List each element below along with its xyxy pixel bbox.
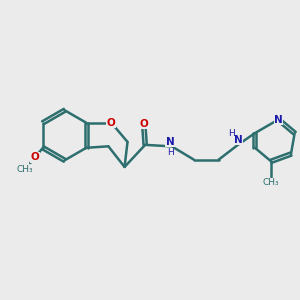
Text: CH₃: CH₃	[263, 178, 279, 187]
Text: N: N	[274, 115, 283, 124]
Text: H: H	[228, 129, 235, 138]
Text: H: H	[167, 148, 174, 157]
Text: O: O	[31, 152, 39, 162]
Text: N: N	[233, 134, 242, 145]
Text: N: N	[166, 137, 175, 147]
Text: CH₃: CH₃	[16, 165, 33, 174]
Text: O: O	[139, 118, 148, 129]
Text: O: O	[107, 118, 116, 128]
